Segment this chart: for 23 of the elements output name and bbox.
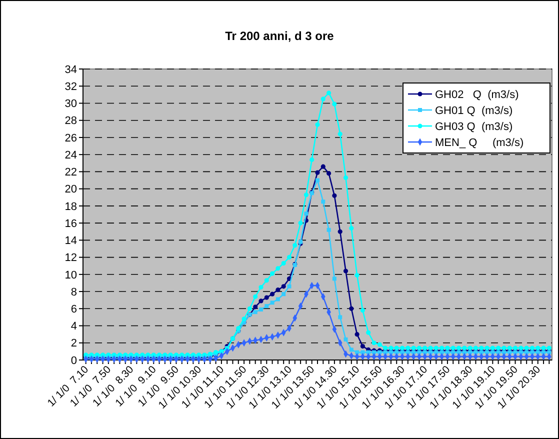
y-tick-label: 24 <box>64 149 77 162</box>
y-tick-label: 32 <box>64 80 77 93</box>
y-tick-label: 12 <box>64 252 77 264</box>
y-tick-label: 20 <box>64 184 77 196</box>
chart-title: Tr 200 anni, d 3 ore <box>225 29 334 43</box>
y-tick-label: 22 <box>64 166 77 179</box>
legend-label: GH01 Q (m3/s) <box>435 104 513 117</box>
y-tick-label: 0 <box>70 354 77 367</box>
y-tick-label: 16 <box>64 218 77 230</box>
legend-label: GH02 Q (m3/s) <box>435 88 519 101</box>
y-tick-label: 8 <box>70 286 77 298</box>
y-tick-label: 28 <box>64 115 77 128</box>
y-tick-label: 10 <box>64 269 77 282</box>
legend-label: GH03 Q (m3/s) <box>435 120 513 133</box>
y-tick-label: 34 <box>64 64 77 76</box>
legend-label: MEN_ Q (m3/s) <box>435 136 524 149</box>
y-tick-label: 2 <box>70 338 77 350</box>
y-tick-label: 18 <box>64 200 77 213</box>
y-tick-label: 30 <box>64 98 77 110</box>
y-tick-label: 4 <box>70 320 77 333</box>
y-tick-label: 26 <box>64 132 77 144</box>
y-tick-label: 6 <box>70 303 77 316</box>
y-tick-label: 14 <box>64 235 77 248</box>
